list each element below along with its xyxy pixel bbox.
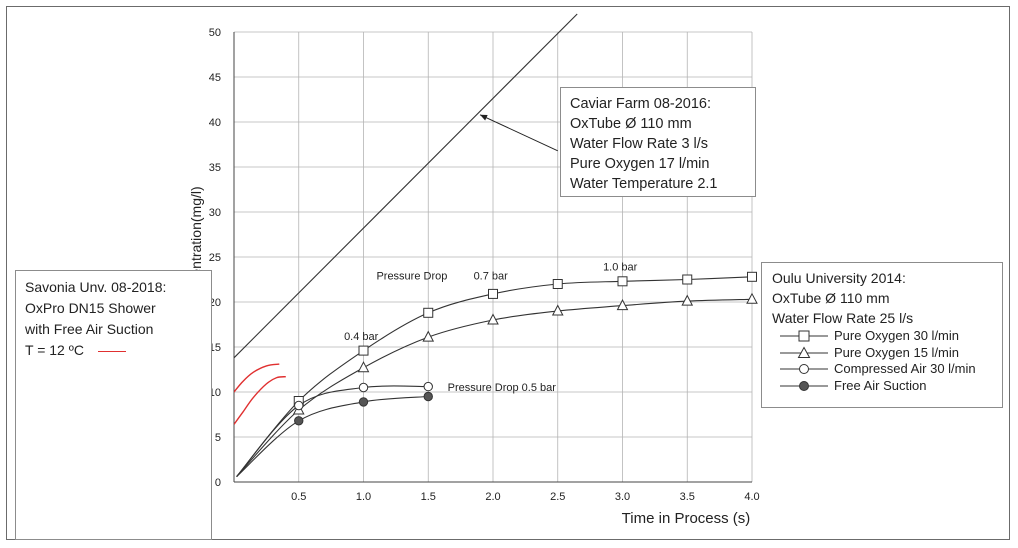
triangle-marker-icon	[780, 345, 828, 358]
series-line-square	[236, 276, 752, 477]
savonia-line-1: Savonia Unv. 08-2018:	[25, 279, 167, 295]
chart-annotation: 1.0 bar	[603, 262, 638, 274]
chart-annotation: 0.7 bar	[474, 271, 509, 283]
y-tick-label: 45	[209, 72, 221, 84]
savonia-line-3: with Free Air Suction	[25, 321, 154, 337]
square-point	[747, 271, 757, 282]
annotations: Pressure Drop 0.7 bar 1.0 bar 0.4 bar Pressu…	[344, 114, 638, 394]
caviar-farm-annotation-box: Caviar Farm 08-2016: OxTube Ø 110 mm Wat…	[560, 87, 756, 197]
legend-item-free-air-suction: Free Air Suction	[772, 378, 1002, 395]
y-tick-label: 35	[209, 162, 221, 174]
square-point	[423, 307, 434, 318]
caviar-line-4: Pure Oxygen 17 l/min	[570, 156, 710, 172]
annotation-arrow-head	[480, 114, 488, 121]
x-tick-label: 1.0	[356, 491, 371, 503]
x-tick-label: 2.5	[550, 491, 565, 503]
y-tick-label: 5	[215, 432, 221, 444]
y-tick-label: 50	[209, 27, 221, 39]
red-line-legend-sample	[97, 350, 126, 352]
x-tick-label: 1.5	[421, 491, 436, 503]
chart-annotation: Pressure Drop	[376, 271, 447, 283]
chart-annotation: 0.4 bar	[344, 331, 379, 343]
filled-circle-point	[358, 397, 369, 407]
triangle-point	[551, 304, 564, 316]
oulu-line-2: OxTube Ø 110 mm	[772, 290, 890, 306]
triangle-point	[487, 313, 499, 325]
savonia-annotation-box: Savonia Unv. 08-2018: OxPro DN15 Shower …	[15, 270, 212, 540]
open-circle-point	[423, 381, 433, 392]
y-tick-label: 0	[215, 477, 221, 489]
square-point	[682, 274, 693, 285]
open-circle-marker-icon	[780, 364, 828, 374]
x-tick-label: 3.0	[615, 491, 630, 503]
oulu-legend-box: Oulu University 2014: OxTube Ø 110 mm Wa…	[761, 262, 1003, 408]
triangle-point	[616, 299, 629, 311]
savonia-line-2: OxPro DN15 Shower	[25, 300, 156, 316]
legend-label: Free Air Suction	[834, 377, 927, 393]
series-line-circle-filled	[236, 395, 429, 478]
savonia-line-4: T = 12 ºC	[25, 340, 211, 361]
legend-item-pure-oxygen-30: Pure Oxygen 30 l/min	[772, 328, 1002, 345]
legend-item-compressed-air: Compressed Air 30 l/min	[772, 361, 1002, 378]
y-tick-label: 40	[209, 117, 221, 129]
square-marker-icon	[780, 330, 828, 342]
caviar-line-2: OxTube Ø 110 mm	[570, 116, 692, 132]
axes	[233, 32, 752, 483]
x-tick-label: 3.5	[680, 491, 695, 503]
savonia-red-line	[234, 363, 280, 393]
savonia-red-line	[234, 376, 286, 425]
chart-annotation: Pressure Drop 0.5 bar	[448, 382, 557, 394]
triangle-point	[422, 330, 435, 342]
open-circle-point	[358, 382, 369, 393]
oulu-line-1: Oulu University 2014:	[772, 270, 906, 286]
y-tick-label: 25	[209, 252, 221, 264]
triangle-point	[681, 294, 694, 306]
filled-circle-point	[294, 416, 304, 426]
legend-item-pure-oxygen-15: Pure Oxygen 15 l/min	[772, 345, 1002, 362]
y-tick-label: 30	[209, 207, 221, 219]
x-axis-label: Time in Process (s)	[622, 510, 751, 527]
x-tick-label: 2.0	[485, 491, 500, 503]
square-point	[617, 276, 628, 287]
filled-circle-point	[423, 391, 433, 402]
legend-label: Compressed Air 30 l/min	[834, 361, 976, 376]
filled-circle-marker-icon	[780, 380, 828, 391]
x-tick-label: 0.5	[291, 491, 306, 503]
x-tick-label: 4.0	[744, 491, 759, 503]
savonia-temp-text: T = 12 ºC	[25, 342, 84, 358]
triangle-point	[746, 292, 758, 304]
square-point	[552, 279, 563, 289]
caviar-line-3: Water Flow Rate 3 l/s	[570, 136, 709, 152]
caviar-farm-line	[234, 13, 578, 359]
markers	[292, 271, 758, 426]
caviar-line-1: Caviar Farm 08-2016:	[570, 96, 712, 112]
square-point	[358, 345, 369, 356]
annotation-arrow-line	[479, 114, 558, 152]
open-circle-point	[294, 400, 304, 411]
oulu-line-3: Water Flow Rate 25 l/s	[772, 310, 914, 326]
legend-label: Pure Oxygen 15 l/min	[834, 344, 960, 360]
legend-label: Pure Oxygen 30 l/min	[834, 328, 960, 343]
triangle-point	[357, 361, 370, 373]
square-point	[488, 288, 498, 299]
series-line-circle-open	[236, 385, 429, 477]
caviar-line-5: Water Temperature 2.1	[570, 176, 718, 192]
